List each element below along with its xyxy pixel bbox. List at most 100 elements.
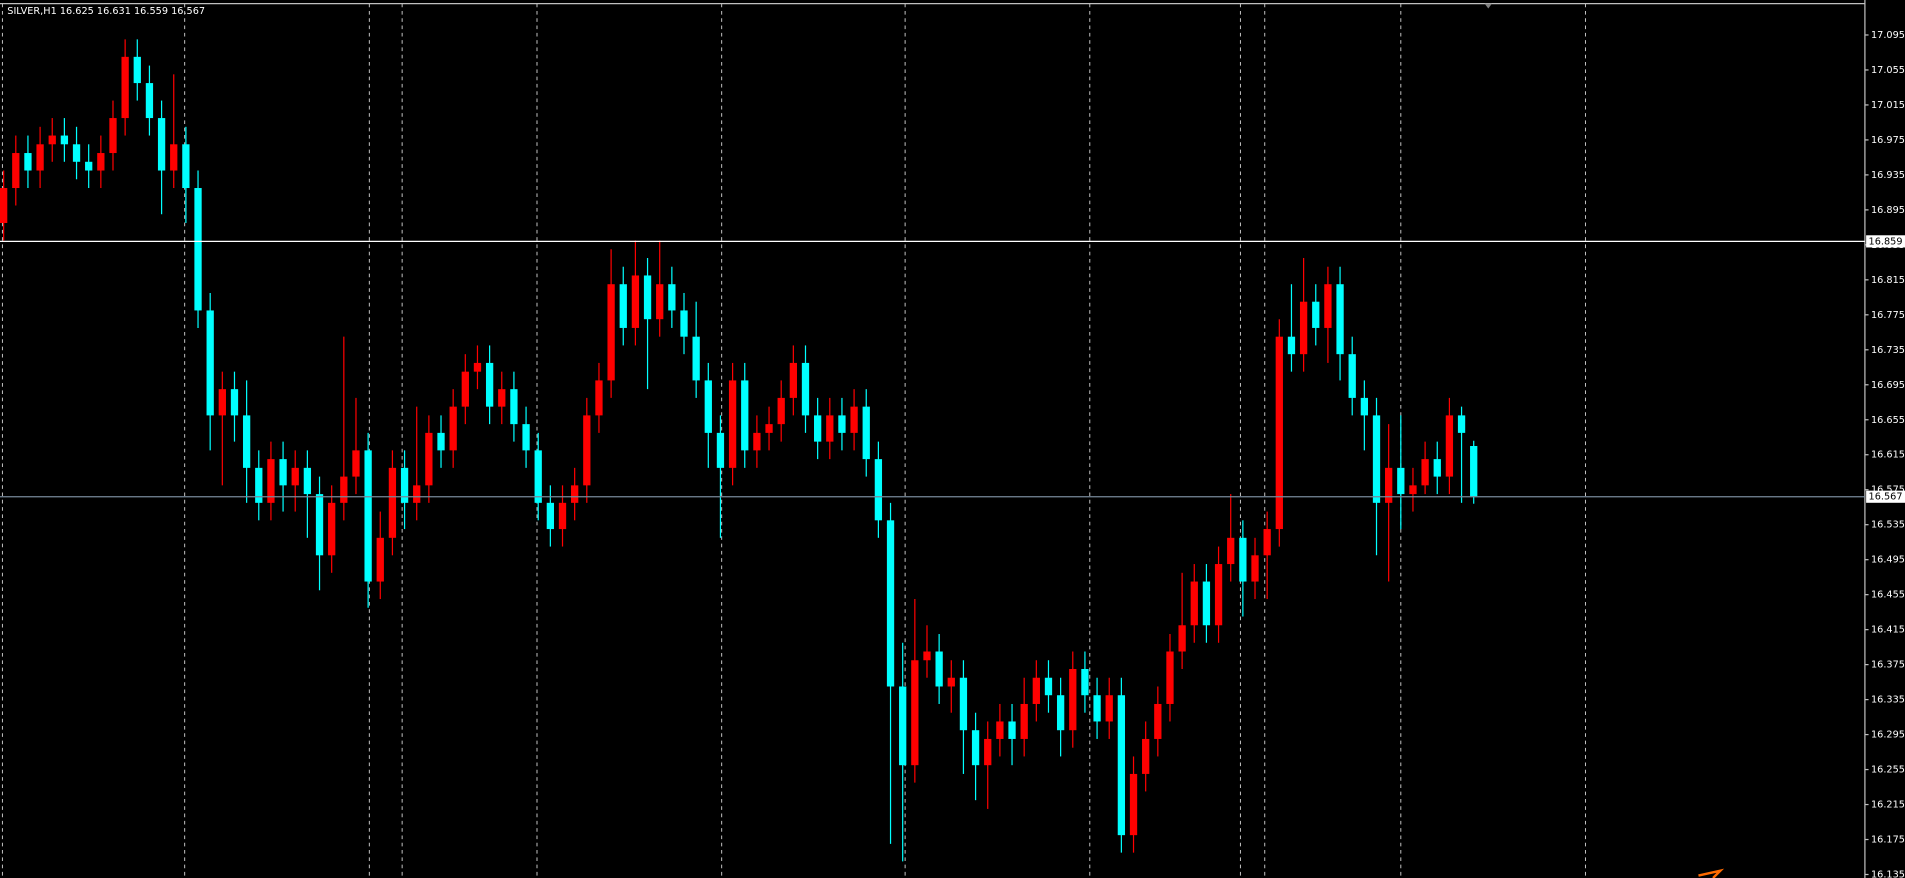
candle-body — [133, 56, 141, 84]
candle-body — [1360, 397, 1369, 416]
candle-body — [643, 275, 652, 320]
candle-body — [1105, 695, 1113, 722]
candle-body — [279, 459, 287, 486]
candle-body — [485, 362, 494, 407]
candle-body — [728, 380, 737, 468]
candle-body — [1166, 651, 1174, 704]
candle-body — [1081, 668, 1089, 696]
y-tick-label: 16.495 — [1871, 555, 1905, 566]
y-tick-label: 17.015 — [1871, 100, 1905, 111]
candle-body — [1457, 415, 1466, 433]
candle-body — [935, 651, 943, 687]
candle-body — [315, 494, 324, 556]
candle-body — [1263, 529, 1271, 556]
candle-body — [1324, 284, 1332, 328]
y-tick-label: 16.375 — [1871, 660, 1905, 671]
candle-body — [400, 467, 409, 503]
y-tick-label: 16.775 — [1871, 310, 1905, 321]
arrow-marker — [1698, 868, 1725, 878]
candle-body — [498, 389, 506, 407]
candle-body — [984, 738, 992, 766]
candle-body — [1154, 703, 1162, 739]
candle-body — [886, 520, 895, 687]
candle-body — [303, 467, 312, 495]
candle-body — [1202, 581, 1211, 626]
y-tick-label: 16.535 — [1871, 520, 1905, 531]
candle-body — [1117, 695, 1126, 836]
candle-body — [1008, 721, 1016, 739]
candle-body — [1214, 564, 1223, 626]
candle-body — [1251, 555, 1259, 582]
y-tick-label: 16.935 — [1871, 170, 1905, 181]
y-tick-label: 16.895 — [1871, 205, 1905, 216]
candle-body — [1397, 467, 1405, 495]
candle-body — [753, 432, 761, 451]
candle-body — [522, 424, 530, 451]
candle-body — [899, 686, 907, 766]
candle-body — [145, 83, 154, 119]
y-tick-label: 16.175 — [1871, 835, 1905, 846]
price-label-box — [1866, 490, 1905, 503]
y-tick-label: 16.415 — [1871, 625, 1905, 636]
candle-body — [595, 380, 603, 416]
candle-body — [923, 651, 931, 661]
candle-body — [194, 188, 202, 311]
candle-body — [1227, 537, 1235, 565]
y-tick-label: 17.055 — [1871, 65, 1905, 76]
y-tick-label: 17.095 — [1871, 30, 1905, 41]
candle-body — [1178, 625, 1186, 652]
y-tick-label: 16.575 — [1871, 485, 1905, 496]
candle-body — [437, 432, 445, 451]
candle-body — [801, 362, 810, 416]
candle-body — [1044, 677, 1053, 696]
candle-body — [947, 677, 955, 687]
candle-body — [461, 371, 469, 407]
candle-body — [656, 284, 664, 320]
candle-body — [24, 153, 32, 171]
candle-body — [376, 537, 384, 582]
candle-body — [1348, 354, 1356, 398]
y-tick-label: 16.615 — [1871, 450, 1905, 461]
candle-body — [60, 135, 69, 145]
candle-body — [388, 467, 397, 538]
candle-body — [619, 284, 627, 328]
candle-body — [571, 485, 579, 503]
candle-body — [352, 450, 360, 477]
y-tick-label: 16.255 — [1871, 765, 1905, 776]
candle-body — [170, 144, 178, 171]
y-tick-label: 16.695 — [1871, 380, 1905, 391]
chart-title: SILVER,H1 16.625 16.631 16.559 16.567 — [7, 6, 205, 17]
candle-body — [97, 153, 105, 171]
candle-body — [741, 380, 749, 451]
candle-body — [230, 389, 239, 416]
candle-body — [72, 144, 81, 162]
y-tick-label: 16.455 — [1871, 590, 1905, 601]
candle-body — [789, 362, 797, 398]
candle-body — [862, 406, 870, 460]
candle-body — [1093, 695, 1101, 722]
candle-body — [218, 389, 226, 416]
candle-body — [1275, 336, 1283, 530]
level-label: 16.859 — [1869, 236, 1903, 247]
candle-body — [1142, 738, 1150, 774]
y-tick-label: 16.215 — [1871, 800, 1905, 811]
candle-body — [206, 310, 214, 416]
candle-body — [1409, 485, 1417, 495]
candle-body — [473, 362, 482, 372]
plot-area — [0, 39, 1478, 862]
candle-body — [558, 502, 567, 530]
price-label: 16.567 — [1869, 492, 1903, 503]
candle-body — [510, 389, 518, 425]
candle-body — [1069, 668, 1077, 731]
candle-body — [1312, 301, 1320, 328]
y-tick-label: 16.335 — [1871, 695, 1905, 706]
y-tick-label: 16.735 — [1871, 345, 1905, 356]
level-label-box — [1866, 235, 1905, 248]
candle-body — [971, 730, 980, 766]
candle-body — [1336, 284, 1344, 355]
candle-body — [1372, 415, 1381, 503]
candle-body — [680, 310, 688, 337]
candle-body — [1032, 677, 1040, 704]
candle-body — [340, 476, 348, 503]
